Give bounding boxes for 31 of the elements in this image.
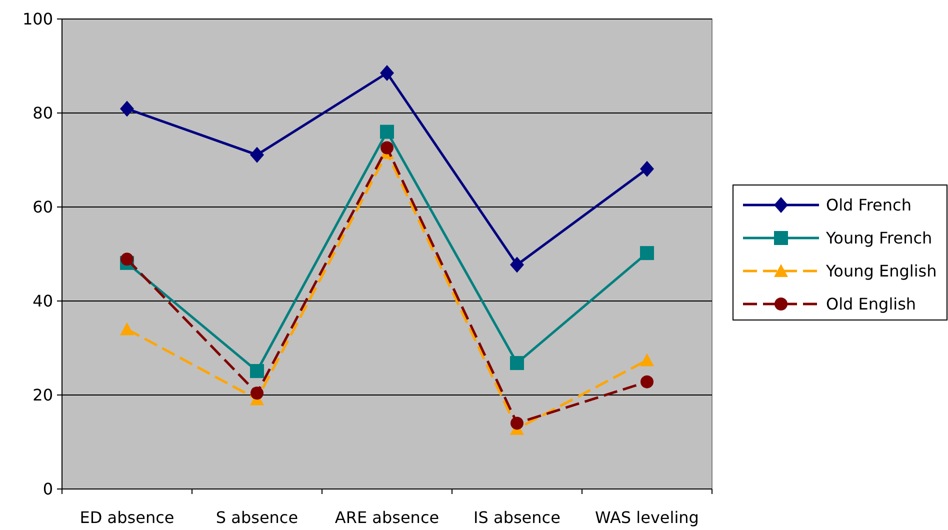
point bbox=[640, 375, 654, 388]
x-tick-label: ARE absence bbox=[334, 508, 440, 527]
x-tick-label: S absence bbox=[216, 508, 298, 527]
x-tick-label: WAS leveling bbox=[595, 508, 699, 527]
y-tick-label: 20 bbox=[32, 386, 53, 405]
point bbox=[250, 386, 264, 400]
point bbox=[250, 146, 264, 163]
legend-label: Old French bbox=[826, 196, 912, 215]
legend-label: Young English bbox=[825, 262, 937, 281]
y-tick-label: 40 bbox=[32, 292, 53, 311]
point bbox=[120, 322, 134, 336]
point bbox=[510, 416, 524, 430]
point bbox=[380, 65, 394, 82]
x-tick-label: IS absence bbox=[474, 508, 560, 527]
point bbox=[380, 124, 394, 139]
point bbox=[510, 356, 524, 370]
legend-label: Old English bbox=[826, 294, 916, 314]
point bbox=[380, 141, 394, 154]
y-tick-label: 80 bbox=[32, 104, 53, 123]
point bbox=[120, 252, 134, 266]
y-tick-label: 60 bbox=[32, 198, 53, 217]
point bbox=[120, 100, 134, 117]
point bbox=[640, 160, 654, 177]
y-tick-label: 100 bbox=[22, 10, 53, 29]
point bbox=[250, 364, 264, 378]
x-tick-label: ED absence bbox=[80, 508, 174, 527]
legend-label: Young French bbox=[825, 228, 932, 248]
y-tick-label: 0 bbox=[42, 480, 53, 499]
point bbox=[640, 246, 654, 260]
point bbox=[640, 353, 654, 366]
point bbox=[510, 256, 524, 273]
